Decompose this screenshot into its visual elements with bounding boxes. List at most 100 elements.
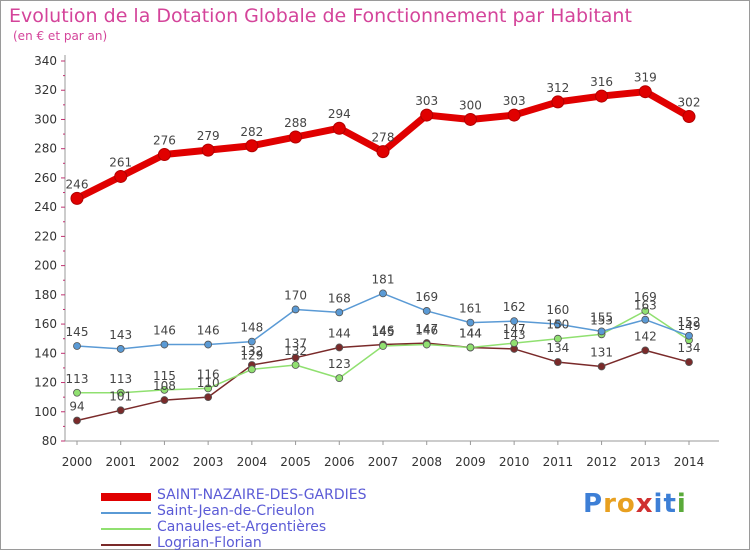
data-label: 302 [678,96,701,110]
data-label: 94 [69,400,84,414]
data-label: 246 [66,177,89,191]
data-label: 146 [153,324,176,338]
data-point [335,343,344,352]
data-label: 150 [546,318,569,332]
data-label: 144 [459,326,482,340]
brand-letter: t [663,489,677,519]
data-point [466,318,475,327]
data-label: 134 [546,341,569,355]
data-point [597,362,606,371]
y-tick-label: 220 [34,229,57,243]
data-label: 142 [634,329,657,343]
data-label: 163 [634,299,657,313]
y-tick-label: 160 [34,317,57,331]
data-point [291,361,300,369]
data-label: 146 [415,324,438,338]
data-label: 149 [678,319,701,333]
data-point [73,342,81,350]
data-point [641,315,650,324]
data-point [376,145,390,159]
data-label: 144 [328,326,351,340]
brand-letter: i [653,489,664,519]
data-point [685,331,693,340]
brand-letter: o [616,489,636,519]
data-point [70,191,84,205]
data-point [597,327,606,336]
data-point [422,307,431,315]
data-point [116,345,125,353]
x-tick-label: 2014 [674,455,705,469]
data-label: 115 [153,369,176,383]
data-point [685,358,693,366]
data-point [201,143,215,157]
x-tick-label: 2006 [324,455,355,469]
data-label: 288 [284,116,307,130]
data-label: 146 [372,324,395,338]
x-tick-label: 2009 [455,455,486,469]
data-label: 276 [153,134,176,148]
x-tick-label: 2003 [193,455,224,469]
data-label: 129 [240,348,263,362]
legend-swatch [101,493,151,501]
legend-swatch [101,544,151,546]
data-label: 261 [109,155,132,169]
data-point [247,365,256,374]
brand-letter: P [583,489,604,519]
data-point [73,388,81,397]
data-label: 169 [415,290,438,304]
data-point [245,139,259,153]
data-label: 168 [328,291,351,305]
data-label: 294 [328,107,351,121]
data-label: 143 [503,328,526,342]
y-tick-label: 180 [34,288,57,302]
data-point [466,343,475,352]
data-label: 161 [459,302,482,316]
data-point [682,110,696,124]
data-label: 101 [109,389,132,403]
data-point [204,384,213,393]
data-point [553,320,562,328]
data-label: 300 [459,98,482,112]
data-point [641,346,650,355]
data-point [553,358,562,366]
data-label: 319 [634,71,657,85]
data-point [116,406,125,415]
data-point [641,307,650,315]
y-tick-label: 120 [34,376,57,390]
y-tick-label: 100 [34,405,57,419]
y-tick-label: 280 [34,142,57,156]
data-label: 134 [678,341,701,355]
y-tick-label: 140 [34,346,57,360]
brand-letter: r [603,489,617,519]
data-point [335,374,344,383]
data-label: 152 [678,315,701,329]
data-label: 145 [372,325,395,339]
data-point [73,416,81,425]
chart-title: Evolution de la Dotation Globale de Fonc… [9,5,632,27]
data-point [116,388,125,397]
x-tick-label: 2013 [630,455,661,469]
data-label: 110 [197,376,220,390]
data-label: 146 [197,324,220,338]
data-point [332,121,346,135]
data-label: 279 [197,129,220,143]
data-label: 278 [372,131,395,145]
data-label: 132 [240,344,263,358]
data-point [114,169,128,183]
x-tick-label: 2000 [62,455,93,469]
data-point [204,393,213,402]
data-point [160,340,169,349]
data-label: 116 [197,367,220,381]
data-label: 153 [590,313,613,327]
data-point [157,148,171,162]
x-tick-label: 2005 [280,455,311,469]
data-label: 170 [284,288,307,302]
data-label: 282 [240,125,263,139]
data-point [463,112,477,126]
data-label: 113 [109,372,132,386]
x-tick-label: 2010 [499,455,530,469]
data-point [160,396,169,404]
data-point [422,340,431,349]
data-point [289,130,303,144]
